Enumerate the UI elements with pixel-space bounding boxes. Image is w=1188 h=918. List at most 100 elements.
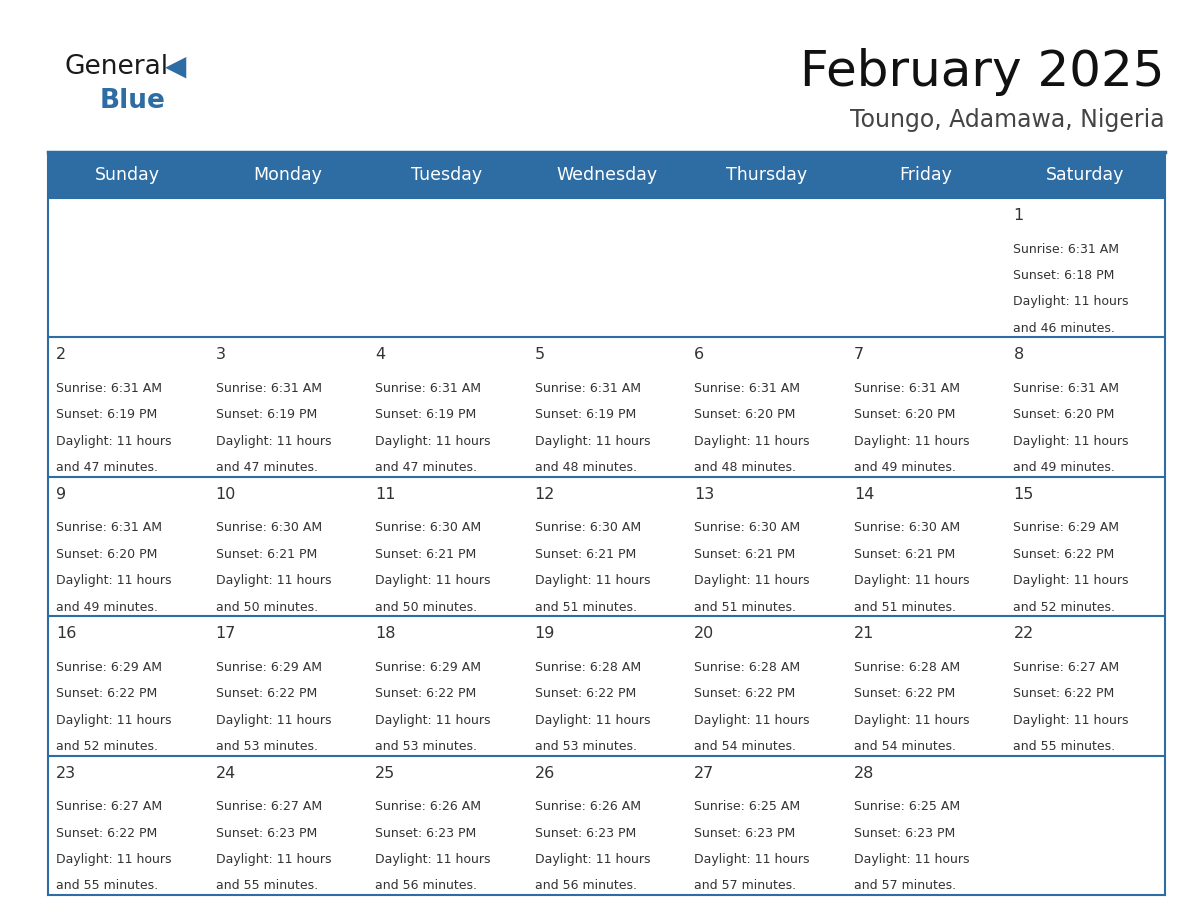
- Text: Daylight: 11 hours: Daylight: 11 hours: [215, 574, 331, 588]
- Text: Daylight: 11 hours: Daylight: 11 hours: [375, 574, 491, 588]
- Text: and 46 minutes.: and 46 minutes.: [1013, 322, 1116, 335]
- Bar: [208, 338, 367, 476]
- Text: 17: 17: [215, 626, 236, 641]
- Text: Sunrise: 6:31 AM: Sunrise: 6:31 AM: [854, 382, 960, 395]
- Text: 13: 13: [694, 487, 714, 502]
- Bar: [208, 756, 367, 895]
- Text: Sunset: 6:18 PM: Sunset: 6:18 PM: [1013, 269, 1114, 282]
- Text: Sunrise: 6:28 AM: Sunrise: 6:28 AM: [694, 661, 801, 674]
- Text: Blue: Blue: [100, 88, 166, 114]
- Text: 21: 21: [854, 626, 874, 641]
- Bar: [1005, 152, 1165, 198]
- Bar: [367, 198, 526, 338]
- Text: 19: 19: [535, 626, 555, 641]
- Text: Daylight: 11 hours: Daylight: 11 hours: [1013, 574, 1129, 588]
- Text: Daylight: 11 hours: Daylight: 11 hours: [854, 853, 969, 866]
- Bar: [48, 198, 208, 338]
- Text: Sunset: 6:23 PM: Sunset: 6:23 PM: [215, 826, 317, 840]
- Text: and 57 minutes.: and 57 minutes.: [854, 879, 956, 892]
- Text: Sunset: 6:23 PM: Sunset: 6:23 PM: [694, 826, 796, 840]
- Bar: [1005, 198, 1165, 338]
- Bar: [846, 152, 1005, 198]
- Text: and 51 minutes.: and 51 minutes.: [854, 600, 956, 613]
- Text: 12: 12: [535, 487, 555, 502]
- Text: Sunset: 6:22 PM: Sunset: 6:22 PM: [1013, 548, 1114, 561]
- Text: and 52 minutes.: and 52 minutes.: [56, 740, 158, 753]
- Text: and 53 minutes.: and 53 minutes.: [535, 740, 637, 753]
- Text: 15: 15: [1013, 487, 1034, 502]
- Text: Sunrise: 6:31 AM: Sunrise: 6:31 AM: [535, 382, 640, 395]
- Text: Daylight: 11 hours: Daylight: 11 hours: [1013, 435, 1129, 448]
- Bar: [367, 756, 526, 895]
- Text: 20: 20: [694, 626, 714, 641]
- Text: Sunset: 6:22 PM: Sunset: 6:22 PM: [56, 688, 157, 700]
- Bar: [367, 476, 526, 616]
- Text: and 49 minutes.: and 49 minutes.: [56, 600, 158, 613]
- Text: Sunset: 6:22 PM: Sunset: 6:22 PM: [1013, 688, 1114, 700]
- Text: Sunset: 6:23 PM: Sunset: 6:23 PM: [854, 826, 955, 840]
- Text: Wednesday: Wednesday: [556, 166, 657, 184]
- Text: Sunset: 6:20 PM: Sunset: 6:20 PM: [56, 548, 157, 561]
- Text: Daylight: 11 hours: Daylight: 11 hours: [854, 435, 969, 448]
- Text: 5: 5: [535, 347, 545, 363]
- Text: Daylight: 11 hours: Daylight: 11 hours: [375, 435, 491, 448]
- Text: and 55 minutes.: and 55 minutes.: [56, 879, 158, 892]
- Text: and 48 minutes.: and 48 minutes.: [694, 461, 796, 475]
- Text: Daylight: 11 hours: Daylight: 11 hours: [535, 853, 650, 866]
- Text: Sunset: 6:21 PM: Sunset: 6:21 PM: [535, 548, 636, 561]
- Text: 16: 16: [56, 626, 76, 641]
- Text: 24: 24: [215, 766, 236, 780]
- Text: 10: 10: [215, 487, 236, 502]
- Text: Sunset: 6:21 PM: Sunset: 6:21 PM: [694, 548, 796, 561]
- Text: 11: 11: [375, 487, 396, 502]
- Bar: [367, 338, 526, 476]
- Text: Sunday: Sunday: [95, 166, 160, 184]
- Text: Sunrise: 6:31 AM: Sunrise: 6:31 AM: [694, 382, 801, 395]
- Text: and 56 minutes.: and 56 minutes.: [375, 879, 478, 892]
- Text: 2: 2: [56, 347, 67, 363]
- Text: Daylight: 11 hours: Daylight: 11 hours: [535, 713, 650, 727]
- Text: Daylight: 11 hours: Daylight: 11 hours: [535, 574, 650, 588]
- Text: Daylight: 11 hours: Daylight: 11 hours: [535, 435, 650, 448]
- Text: Sunrise: 6:29 AM: Sunrise: 6:29 AM: [215, 661, 322, 674]
- Text: Sunset: 6:20 PM: Sunset: 6:20 PM: [1013, 409, 1114, 421]
- Bar: [48, 152, 208, 198]
- Text: Daylight: 11 hours: Daylight: 11 hours: [215, 435, 331, 448]
- Text: Sunset: 6:22 PM: Sunset: 6:22 PM: [375, 688, 476, 700]
- Text: Sunset: 6:19 PM: Sunset: 6:19 PM: [215, 409, 317, 421]
- Text: Sunrise: 6:31 AM: Sunrise: 6:31 AM: [56, 521, 162, 534]
- Text: and 53 minutes.: and 53 minutes.: [215, 740, 317, 753]
- Text: Sunrise: 6:30 AM: Sunrise: 6:30 AM: [694, 521, 801, 534]
- Text: 23: 23: [56, 766, 76, 780]
- Bar: [367, 152, 526, 198]
- Bar: [526, 198, 687, 338]
- Text: and 50 minutes.: and 50 minutes.: [215, 600, 317, 613]
- Bar: [687, 152, 846, 198]
- Bar: [846, 198, 1005, 338]
- Text: Daylight: 11 hours: Daylight: 11 hours: [854, 713, 969, 727]
- Text: Sunset: 6:22 PM: Sunset: 6:22 PM: [854, 688, 955, 700]
- Text: and 47 minutes.: and 47 minutes.: [56, 461, 158, 475]
- Text: 25: 25: [375, 766, 396, 780]
- Text: and 55 minutes.: and 55 minutes.: [1013, 740, 1116, 753]
- Text: 26: 26: [535, 766, 555, 780]
- Text: 8: 8: [1013, 347, 1024, 363]
- Text: and 55 minutes.: and 55 minutes.: [215, 879, 317, 892]
- Text: Sunset: 6:20 PM: Sunset: 6:20 PM: [854, 409, 955, 421]
- Text: and 49 minutes.: and 49 minutes.: [1013, 461, 1116, 475]
- Bar: [48, 338, 208, 476]
- Text: Sunset: 6:20 PM: Sunset: 6:20 PM: [694, 409, 796, 421]
- Bar: [367, 616, 526, 756]
- Text: Sunset: 6:19 PM: Sunset: 6:19 PM: [375, 409, 476, 421]
- Text: Sunset: 6:23 PM: Sunset: 6:23 PM: [535, 826, 636, 840]
- Bar: [48, 616, 208, 756]
- Text: Daylight: 11 hours: Daylight: 11 hours: [694, 713, 810, 727]
- Text: 27: 27: [694, 766, 714, 780]
- Text: Daylight: 11 hours: Daylight: 11 hours: [56, 853, 171, 866]
- Text: Sunrise: 6:27 AM: Sunrise: 6:27 AM: [215, 800, 322, 813]
- Text: 4: 4: [375, 347, 385, 363]
- Bar: [687, 198, 846, 338]
- Text: Friday: Friday: [899, 166, 952, 184]
- Bar: [1005, 616, 1165, 756]
- Text: Daylight: 11 hours: Daylight: 11 hours: [1013, 296, 1129, 308]
